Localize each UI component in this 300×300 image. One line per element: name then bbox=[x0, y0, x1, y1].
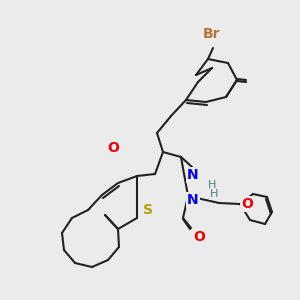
Text: H: H bbox=[208, 180, 216, 190]
Text: N: N bbox=[187, 168, 199, 182]
Text: S: S bbox=[143, 203, 153, 217]
Text: O: O bbox=[193, 230, 205, 244]
Text: O: O bbox=[107, 141, 119, 155]
Text: Br: Br bbox=[203, 27, 221, 41]
Text: O: O bbox=[241, 197, 253, 211]
Text: N: N bbox=[187, 193, 199, 207]
Text: H: H bbox=[210, 189, 218, 199]
